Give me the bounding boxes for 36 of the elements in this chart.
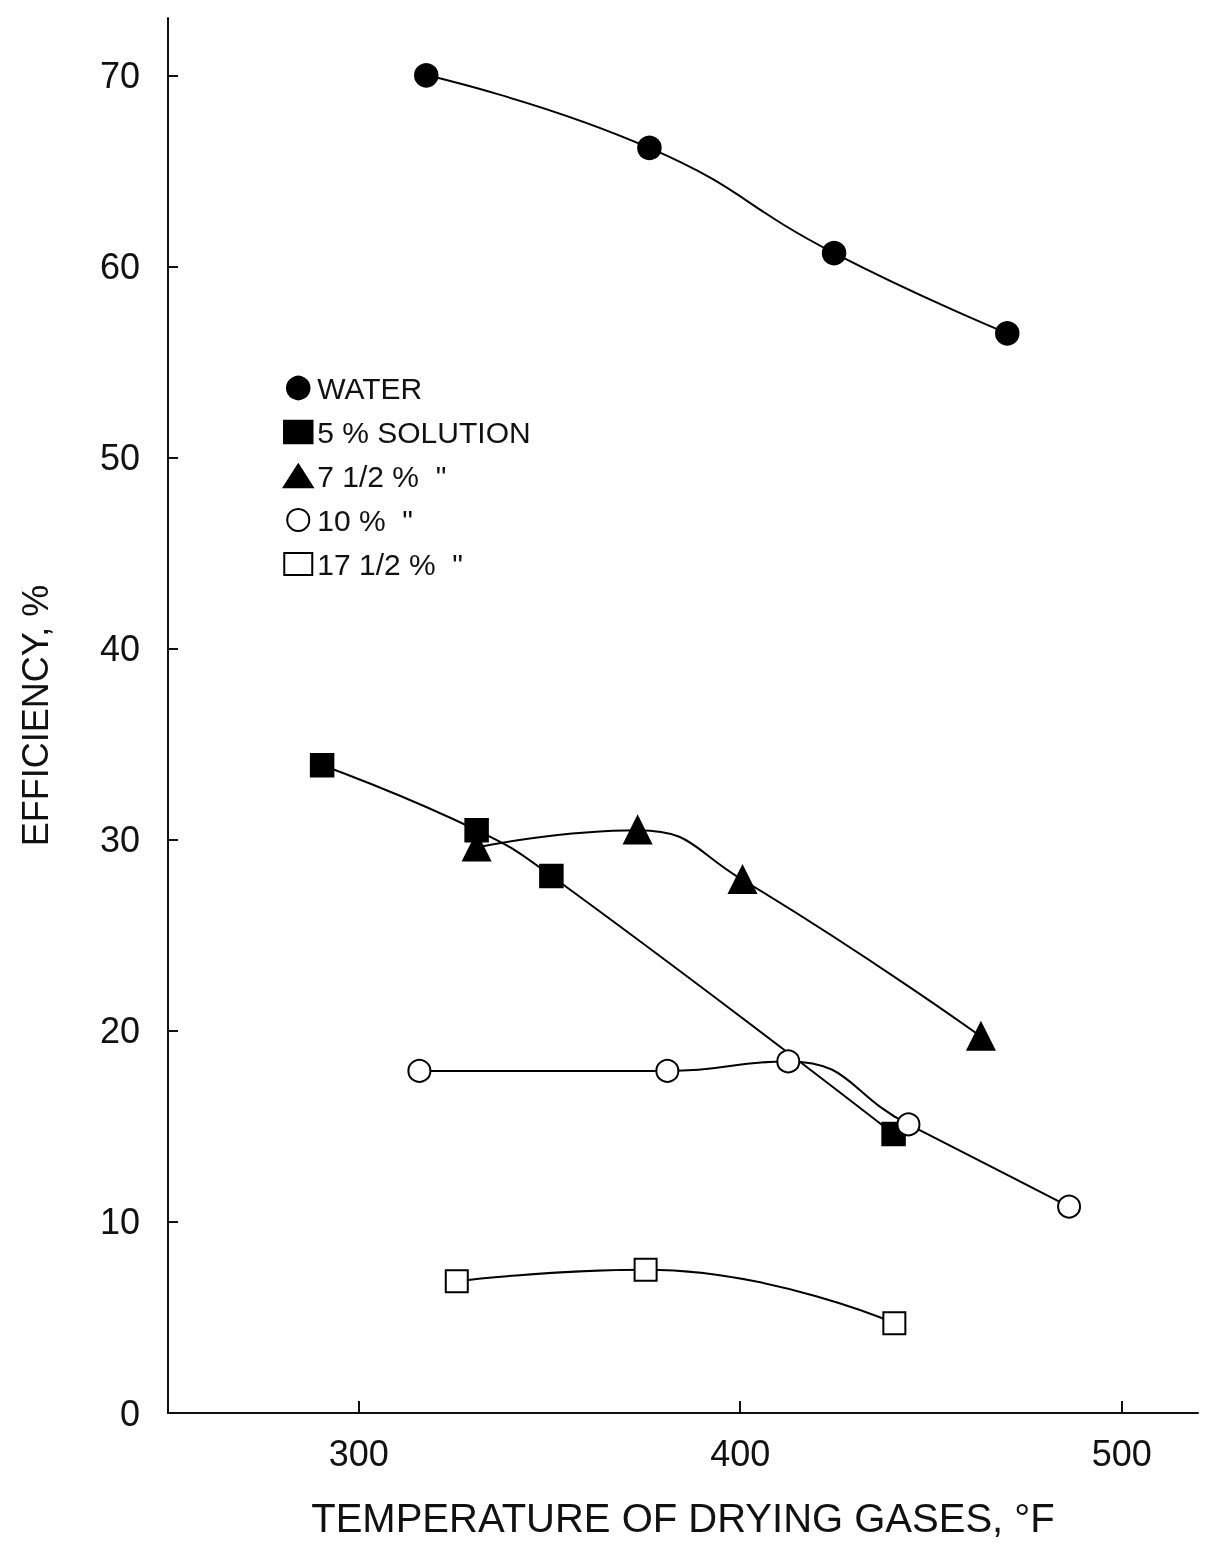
y-tick-label: 30 — [99, 819, 140, 861]
point — [728, 865, 757, 895]
point — [655, 1058, 680, 1083]
point — [633, 1257, 658, 1282]
legend-label: 5 % SOLUTION — [317, 415, 531, 449]
point — [882, 1311, 907, 1336]
x-tick-label: 500 — [1091, 1432, 1152, 1474]
y-tick-label: 60 — [99, 245, 140, 287]
point — [776, 1049, 801, 1074]
legend-label: 10 % " — [317, 503, 413, 537]
point — [966, 1022, 996, 1051]
y-tick-label: 20 — [99, 1010, 140, 1052]
legend-label: WATER — [317, 371, 423, 405]
y-axis-title: EFFICIENCY, % — [14, 584, 56, 847]
point — [1057, 1194, 1082, 1219]
point — [623, 815, 652, 845]
point — [896, 1112, 921, 1137]
y-tick-label: 0 — [119, 1392, 140, 1434]
point — [821, 240, 847, 266]
y-tick-label: 40 — [99, 628, 140, 670]
point — [407, 1058, 432, 1083]
y-tick-label: 10 — [99, 1201, 140, 1243]
y-tick-label: 50 — [99, 437, 140, 479]
point — [464, 817, 489, 843]
point — [539, 863, 564, 889]
point — [637, 135, 662, 161]
point — [414, 63, 439, 88]
x-tick-label: 400 — [710, 1432, 771, 1474]
point — [995, 321, 1020, 346]
point — [444, 1269, 469, 1294]
legend-label: 7 1/2 % " — [317, 459, 447, 493]
y-tick-label: 70 — [99, 54, 140, 96]
legend-label: 17 1/2 % " — [317, 547, 463, 581]
x-tick-label: 300 — [328, 1432, 389, 1474]
point — [309, 752, 335, 778]
x-axis-title: TEMPERATURE OF DRYING GASES, °F — [311, 1496, 1055, 1540]
